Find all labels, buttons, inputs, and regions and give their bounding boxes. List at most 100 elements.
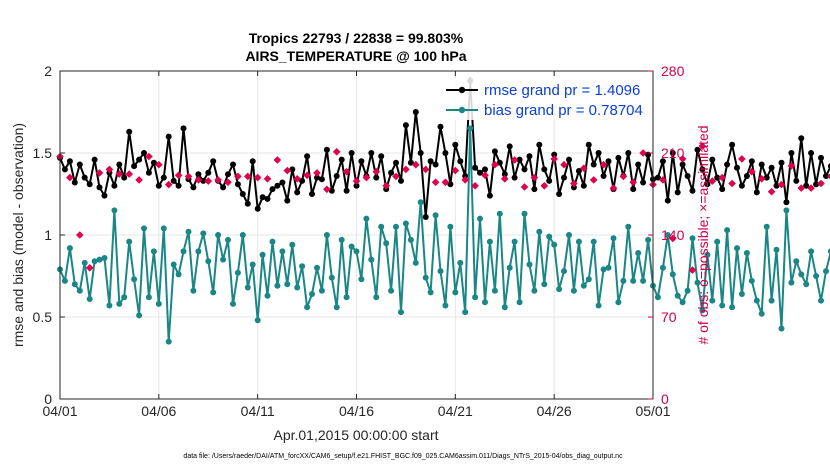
obs-count-marker xyxy=(174,171,183,180)
x-tick-label: 04/11 xyxy=(241,403,275,419)
obs-count-marker xyxy=(323,185,331,194)
series-1-point xyxy=(200,230,207,237)
series-1-point xyxy=(793,258,800,265)
obs-count-marker xyxy=(728,179,736,188)
series-0-point xyxy=(561,174,567,181)
y-tick-label: 1.5 xyxy=(33,145,53,161)
series-1-point xyxy=(595,302,602,309)
obs-count-marker xyxy=(817,179,825,188)
series-1-point xyxy=(328,274,335,281)
obs-count-marker xyxy=(589,176,598,184)
series-1-point xyxy=(689,235,696,242)
series-0-point xyxy=(659,158,666,165)
series-0-point xyxy=(393,159,399,166)
series-0-point xyxy=(274,182,281,189)
obs-count-marker xyxy=(402,165,410,174)
series-0-point xyxy=(472,164,479,171)
series-0-point xyxy=(654,174,661,181)
series-0-point xyxy=(86,181,93,188)
obs-count-marker xyxy=(629,178,637,187)
series-0-point xyxy=(729,141,736,148)
obs-count-marker xyxy=(708,177,717,185)
obs-count-marker xyxy=(283,166,292,175)
series-1-point xyxy=(427,289,434,296)
series-1-point xyxy=(402,220,409,227)
obs-count-marker xyxy=(135,176,143,184)
series-1-point xyxy=(215,232,222,238)
series-1-point xyxy=(210,289,217,296)
series-0-point xyxy=(121,174,128,181)
series-1-point xyxy=(526,261,533,268)
series-1-point xyxy=(338,236,345,243)
obs-count-marker xyxy=(688,266,697,274)
series-1-point xyxy=(150,248,157,255)
series-0-point xyxy=(239,191,246,197)
y-tick-label: 2 xyxy=(44,63,52,79)
series-0-point xyxy=(210,158,217,165)
obs-count-marker xyxy=(412,160,420,169)
series-0-point xyxy=(600,173,607,179)
series-1-point xyxy=(511,238,518,245)
obs-count-marker xyxy=(570,179,578,188)
series-1-point xyxy=(674,292,681,299)
series-1-point xyxy=(447,223,454,230)
series-1-point xyxy=(190,287,197,294)
series-1-point xyxy=(546,233,553,240)
series-1-point xyxy=(71,281,78,288)
series-0-point xyxy=(378,153,385,160)
series-0-point xyxy=(314,174,320,181)
chart-subtitle: AIRS_TEMPERATURE @ 100 hPa xyxy=(245,48,466,64)
series-0-point xyxy=(205,169,212,176)
obs-count-marker xyxy=(461,176,469,184)
series-1-point xyxy=(234,269,241,276)
series-0-point xyxy=(704,181,711,188)
series-0-point xyxy=(699,166,706,173)
obs-count-marker xyxy=(332,148,341,156)
series-1-point xyxy=(679,299,686,306)
series-0-point xyxy=(190,184,197,191)
series-0-point xyxy=(541,166,548,173)
series-0-point xyxy=(388,169,395,176)
series-0-point xyxy=(595,150,602,156)
series-0-point xyxy=(348,150,355,156)
series-1-point xyxy=(536,228,543,235)
obs-count-marker xyxy=(431,178,440,187)
y2-tick-label: 280 xyxy=(661,63,685,79)
obs-count-marker xyxy=(85,264,94,272)
series-1-point xyxy=(724,227,731,234)
series-1-point xyxy=(827,248,830,255)
series-1-point xyxy=(116,300,123,307)
y-tick-label: 1 xyxy=(44,227,52,243)
series-0-point xyxy=(225,171,231,178)
series-0-point xyxy=(605,158,612,165)
series-1-point xyxy=(393,223,399,230)
chart-title: Tropics 22793 / 22838 = 99.803% xyxy=(249,30,464,46)
obs-count-marker xyxy=(352,177,361,185)
series-1-point xyxy=(773,246,780,253)
series-1-point xyxy=(734,245,740,252)
series-0-point xyxy=(136,156,143,163)
series-0-point xyxy=(803,182,810,189)
series-0-point xyxy=(91,156,98,163)
series-1-point xyxy=(155,300,162,307)
y-tick-label: 0 xyxy=(44,391,52,407)
series-1-point xyxy=(788,279,795,286)
series-1-point xyxy=(86,296,93,302)
series-1-point xyxy=(160,225,167,232)
series-1-point xyxy=(141,225,147,232)
series-0-point xyxy=(694,146,701,153)
obs-count-marker xyxy=(757,175,766,183)
series-0-point xyxy=(719,186,726,193)
x-tick-label: 04/06 xyxy=(141,403,176,419)
series-1-point xyxy=(462,309,469,316)
series-1-point xyxy=(398,309,404,316)
obs-count-marker xyxy=(66,173,74,182)
obs-count-marker xyxy=(342,167,351,176)
series-0-point xyxy=(556,191,563,197)
series-0-point xyxy=(111,182,118,189)
series-1-point xyxy=(279,248,286,255)
obs-count-marker xyxy=(303,171,311,180)
obs-count-marker xyxy=(362,173,371,182)
obs-count-marker xyxy=(481,171,489,180)
series-0-point xyxy=(358,158,365,165)
